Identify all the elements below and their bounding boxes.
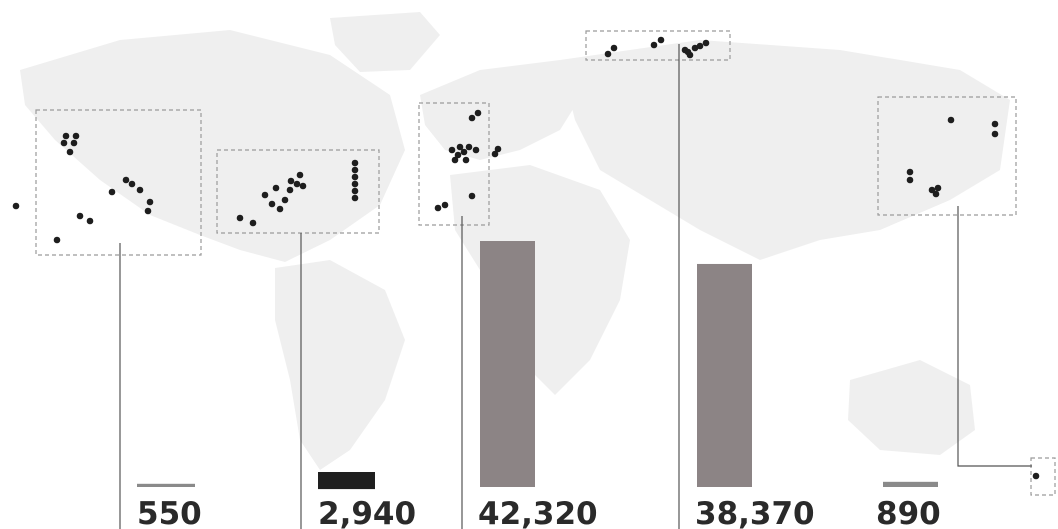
cluster-4-dot-1 <box>604 50 612 58</box>
cluster-3-dot-2 <box>474 109 482 117</box>
bar-2 <box>318 472 375 490</box>
cluster-2-dot-17 <box>261 191 269 199</box>
cluster-5-dot-8 <box>934 184 942 192</box>
bar-3 <box>480 241 535 487</box>
cluster-2-dot-14 <box>351 180 359 188</box>
cluster-3-dot-8 <box>491 150 499 158</box>
cluster-1-dot-7 <box>122 176 130 184</box>
cluster-5-dot-2 <box>991 120 999 128</box>
bar-5 <box>883 481 938 487</box>
cluster-4-dot-9 <box>702 39 710 47</box>
cluster-3-dot-11 <box>434 204 442 212</box>
cluster-2-dot-9 <box>299 182 307 190</box>
world-map-background <box>20 12 1010 470</box>
bars <box>137 241 938 490</box>
cluster-1-dot-3 <box>60 139 68 147</box>
cluster-4-dot-8 <box>696 42 704 50</box>
cluster-1-dot-9 <box>136 186 144 194</box>
cluster-5-dot-1 <box>947 116 955 124</box>
map-south-america <box>275 260 405 470</box>
cluster-2-dot-7 <box>293 180 301 188</box>
cluster-3-dot-1 <box>468 114 476 122</box>
cluster-region-3 <box>418 102 490 226</box>
cluster-1-dot-1 <box>62 132 70 140</box>
cluster-1-dot-11 <box>144 207 152 215</box>
cluster-region-5 <box>877 96 1017 216</box>
cluster-3-dot-7 <box>465 143 473 151</box>
value-label-4: 38,370 <box>695 496 815 529</box>
cluster-4-dot-7 <box>691 44 699 52</box>
cluster-3-dot-15 <box>472 146 480 154</box>
cluster-region-2 <box>216 149 380 234</box>
value-label-1: 550 <box>137 496 202 529</box>
cluster-region-1 <box>35 109 202 256</box>
cluster-3-dot-10 <box>468 192 476 200</box>
cluster-1-dot-13 <box>86 217 94 225</box>
cluster-2-dot-15 <box>351 187 359 195</box>
cluster-1-dot-12 <box>76 212 84 220</box>
cluster-3-dot-4 <box>454 151 462 159</box>
value-labels: 550 2,940 42,320 38,370 890 <box>137 496 941 529</box>
cluster-4-dot-4 <box>657 36 665 44</box>
cluster-1-dot-8 <box>128 180 136 188</box>
cluster-2-dot-5 <box>281 196 289 204</box>
cluster-region-6 <box>1030 457 1056 496</box>
cluster-3-dot-9 <box>494 145 502 153</box>
map-africa <box>450 165 630 395</box>
point-clusters <box>12 30 1056 496</box>
value-label-3: 42,320 <box>478 496 598 529</box>
cluster-2-dot-3 <box>268 200 276 208</box>
cluster-6-dot-1 <box>1032 472 1040 480</box>
cluster-5-dot-5 <box>906 176 914 184</box>
value-label-5: 890 <box>876 496 941 529</box>
cluster-3-dot-14 <box>451 156 459 164</box>
cluster-2-dot-8 <box>296 171 304 179</box>
cluster-2-dot-1 <box>236 214 244 222</box>
cluster-2-dot-13 <box>351 173 359 181</box>
value-label-2: 2,940 <box>318 496 416 529</box>
leader-lines <box>119 44 1032 529</box>
map-greenland <box>330 12 440 72</box>
cluster-3-dot-12 <box>441 201 449 209</box>
cluster-5-dot-4 <box>906 168 914 176</box>
map-asia <box>560 40 1010 260</box>
cluster-1-dot-15 <box>12 202 20 210</box>
cluster-2-dot-4 <box>276 205 284 213</box>
cluster-5-dot-3 <box>991 130 999 138</box>
cluster-2-dot-2 <box>249 219 257 227</box>
cluster-4-dot-10 <box>684 48 692 56</box>
cluster-1-dot-2 <box>72 132 80 140</box>
map-europe <box>420 60 585 160</box>
cluster-5-dot-6 <box>928 186 936 194</box>
cluster-4-dot-3 <box>650 41 658 49</box>
cluster-1-dot-14 <box>53 236 61 244</box>
cluster-3-dot-3 <box>448 146 456 154</box>
cluster-2-dot-6 <box>286 186 294 194</box>
cluster-2-dot-12 <box>351 166 359 174</box>
map-north-america <box>20 30 405 262</box>
cluster-region-4 <box>585 30 731 61</box>
cluster-1-dot-10 <box>146 198 154 206</box>
cluster-3-dot-13 <box>456 143 464 151</box>
cluster-1-dot-6 <box>108 188 116 196</box>
bar-1 <box>137 483 195 487</box>
cluster-1-dot-5 <box>66 148 74 156</box>
cluster-5-dot-7 <box>932 190 940 198</box>
cluster-2-dot-18 <box>272 184 280 192</box>
cluster-4-dot-2 <box>610 44 618 52</box>
cluster-3-dot-6 <box>462 156 470 164</box>
bar-4 <box>697 263 752 487</box>
cluster-2-dot-11 <box>351 159 359 167</box>
cluster-1-dot-4 <box>70 139 78 147</box>
leader-line-5 <box>957 206 1032 467</box>
cluster-3-dot-5 <box>460 148 468 156</box>
cluster-2-dot-16 <box>351 194 359 202</box>
cluster-2-dot-10 <box>287 177 295 185</box>
map-australia <box>848 360 975 455</box>
